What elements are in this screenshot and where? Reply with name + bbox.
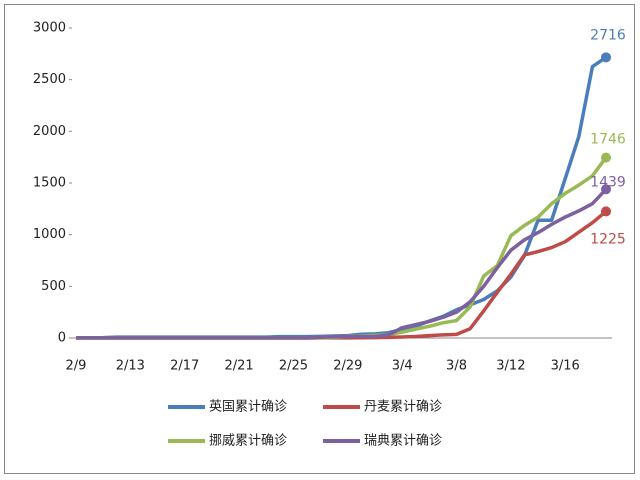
y-tick-label: 2000 bbox=[33, 124, 66, 139]
x-tick-label: 2/29 bbox=[333, 359, 362, 374]
end-point bbox=[601, 206, 611, 217]
data-label: 1746 bbox=[590, 132, 626, 148]
legend-label: 丹麦累计确诊 bbox=[364, 400, 442, 415]
data-label: 2716 bbox=[590, 27, 626, 43]
x-tick-label: 3/4 bbox=[392, 359, 413, 374]
end-point bbox=[601, 152, 611, 163]
x-tick-label: 3/8 bbox=[446, 359, 467, 374]
x-tick-label: 3/16 bbox=[551, 359, 580, 374]
x-tick-label: 2/9 bbox=[66, 359, 87, 374]
end-point bbox=[601, 184, 611, 195]
series-line bbox=[76, 188, 608, 340]
x-tick-label: 2/25 bbox=[279, 359, 308, 374]
x-tick-label: 3/12 bbox=[496, 359, 525, 374]
chart-frame bbox=[4, 4, 635, 474]
y-tick-label: 0 bbox=[58, 331, 66, 346]
y-tick-label: 3000 bbox=[33, 21, 66, 36]
legend-label: 瑞典累计确诊 bbox=[364, 434, 442, 449]
legend-label: 英国累计确诊 bbox=[209, 400, 287, 415]
y-tick-label: 1500 bbox=[33, 176, 66, 191]
data-label: 1439 bbox=[590, 174, 626, 190]
end-point bbox=[601, 52, 611, 63]
x-tick-label: 2/21 bbox=[224, 359, 253, 374]
legend-label: 挪威累计确诊 bbox=[209, 434, 287, 449]
y-tick-label: 1000 bbox=[33, 227, 66, 242]
data-label: 1225 bbox=[590, 231, 626, 247]
x-tick-label: 2/17 bbox=[170, 359, 199, 374]
x-tick-label: 2/13 bbox=[116, 359, 145, 374]
y-tick-label: 2500 bbox=[33, 72, 66, 87]
y-tick-label: 500 bbox=[41, 279, 66, 294]
